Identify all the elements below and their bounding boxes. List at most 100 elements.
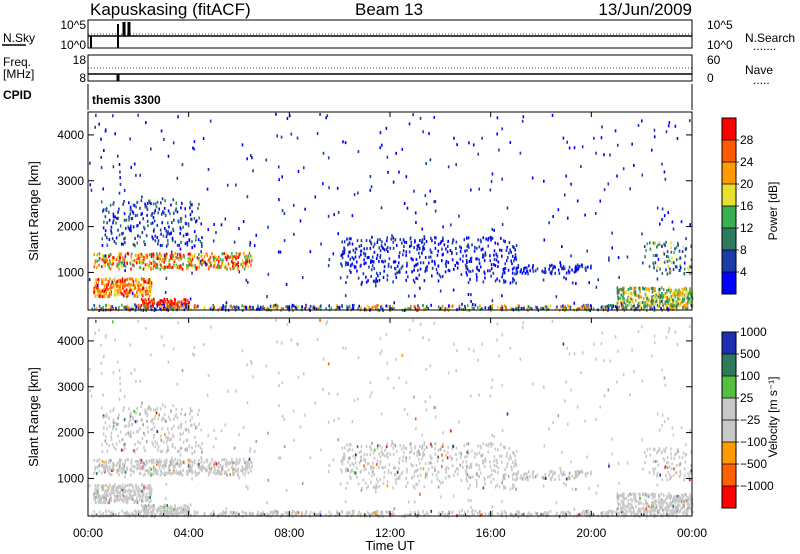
echo-mark (248, 257, 251, 261)
echo-mark (559, 470, 562, 474)
echo-mark (507, 474, 510, 478)
echo-mark (136, 213, 139, 217)
echo-mark (636, 307, 639, 311)
echo-mark (174, 301, 177, 305)
echo-mark (200, 428, 203, 432)
echo-mark (397, 467, 400, 471)
echo-mark (95, 289, 97, 293)
echo-mark (470, 465, 473, 469)
echo-mark (116, 283, 118, 287)
echo-mark (190, 469, 192, 473)
echo-mark (489, 460, 491, 464)
echo-mark (461, 307, 463, 311)
echo-mark (161, 265, 163, 269)
echo-mark (484, 459, 487, 463)
echo-mark (97, 483, 100, 487)
echo-mark (143, 486, 145, 490)
echo-mark (234, 468, 236, 472)
echo-mark (496, 511, 499, 515)
echo-mark (472, 143, 475, 147)
echo-mark (614, 305, 617, 309)
echo-mark (246, 256, 249, 260)
echo-mark (124, 458, 127, 462)
echo-mark (560, 511, 562, 515)
echo-mark (102, 288, 104, 292)
echo-mark (332, 252, 335, 256)
echo-mark (466, 244, 469, 248)
echo-mark (112, 218, 115, 222)
echo-mark (165, 235, 168, 239)
echo-mark (618, 275, 620, 279)
echo-mark (514, 461, 517, 465)
echo-mark (346, 468, 349, 472)
echo-mark (582, 303, 585, 307)
echo-mark (115, 488, 117, 492)
echo-mark (206, 254, 209, 258)
echo-mark (630, 307, 633, 311)
echo-mark (410, 244, 413, 248)
echo-mark (505, 259, 508, 263)
echo-mark (638, 303, 641, 307)
echo-mark (523, 475, 525, 479)
echo-mark (688, 300, 690, 304)
echo-mark (687, 499, 689, 503)
echo-mark (488, 511, 491, 515)
echo-mark (473, 245, 476, 249)
echo-mark (679, 303, 682, 307)
echo-mark (441, 274, 444, 278)
echo-mark (476, 463, 478, 467)
echo-mark (209, 513, 212, 517)
echo-mark (154, 234, 157, 238)
echo-mark (677, 296, 679, 300)
echo-mark (98, 462, 101, 466)
echo-mark (669, 298, 672, 302)
echo-mark (364, 254, 367, 258)
echo-mark (612, 510, 615, 514)
echo-mark (225, 301, 228, 305)
echo-mark (123, 281, 126, 285)
echo-mark (341, 470, 343, 474)
echo-mark (137, 303, 140, 307)
echo-mark (587, 471, 589, 475)
echo-mark (111, 286, 113, 290)
echo-mark (388, 304, 391, 308)
echo-mark (155, 266, 157, 270)
echo-mark (457, 467, 459, 471)
echo-mark (108, 416, 110, 420)
echo-mark (123, 289, 126, 293)
echo-mark (678, 297, 681, 301)
echo-mark (135, 499, 138, 503)
echo-mark (123, 189, 126, 193)
echo-mark (152, 509, 154, 513)
echo-mark (104, 261, 106, 265)
echo-mark (189, 200, 192, 204)
echo-mark (274, 509, 277, 513)
echo-mark (156, 441, 159, 445)
echo-mark (599, 199, 602, 203)
echo-mark (561, 267, 563, 271)
echo-mark (446, 307, 449, 311)
echo-mark (137, 284, 139, 288)
echo-mark (433, 466, 436, 470)
echo-mark (132, 469, 134, 473)
echo-mark (528, 470, 530, 474)
echo-mark (108, 424, 111, 428)
echo-mark (653, 242, 656, 246)
echo-mark (97, 286, 99, 290)
echo-mark (94, 467, 97, 471)
echo-mark (518, 510, 520, 514)
echo-mark (523, 306, 525, 310)
echo-mark (122, 231, 124, 235)
echo-mark (141, 493, 144, 497)
power-scatter (88, 112, 694, 313)
echo-mark (465, 254, 468, 258)
echo-mark (122, 288, 125, 292)
echo-mark (511, 267, 514, 271)
echo-mark (209, 119, 212, 123)
echo-mark (542, 307, 545, 311)
echo-mark (294, 305, 297, 309)
echo-mark (116, 498, 119, 502)
echo-mark (555, 307, 558, 311)
echo-mark (123, 490, 126, 494)
echo-mark (178, 300, 181, 304)
